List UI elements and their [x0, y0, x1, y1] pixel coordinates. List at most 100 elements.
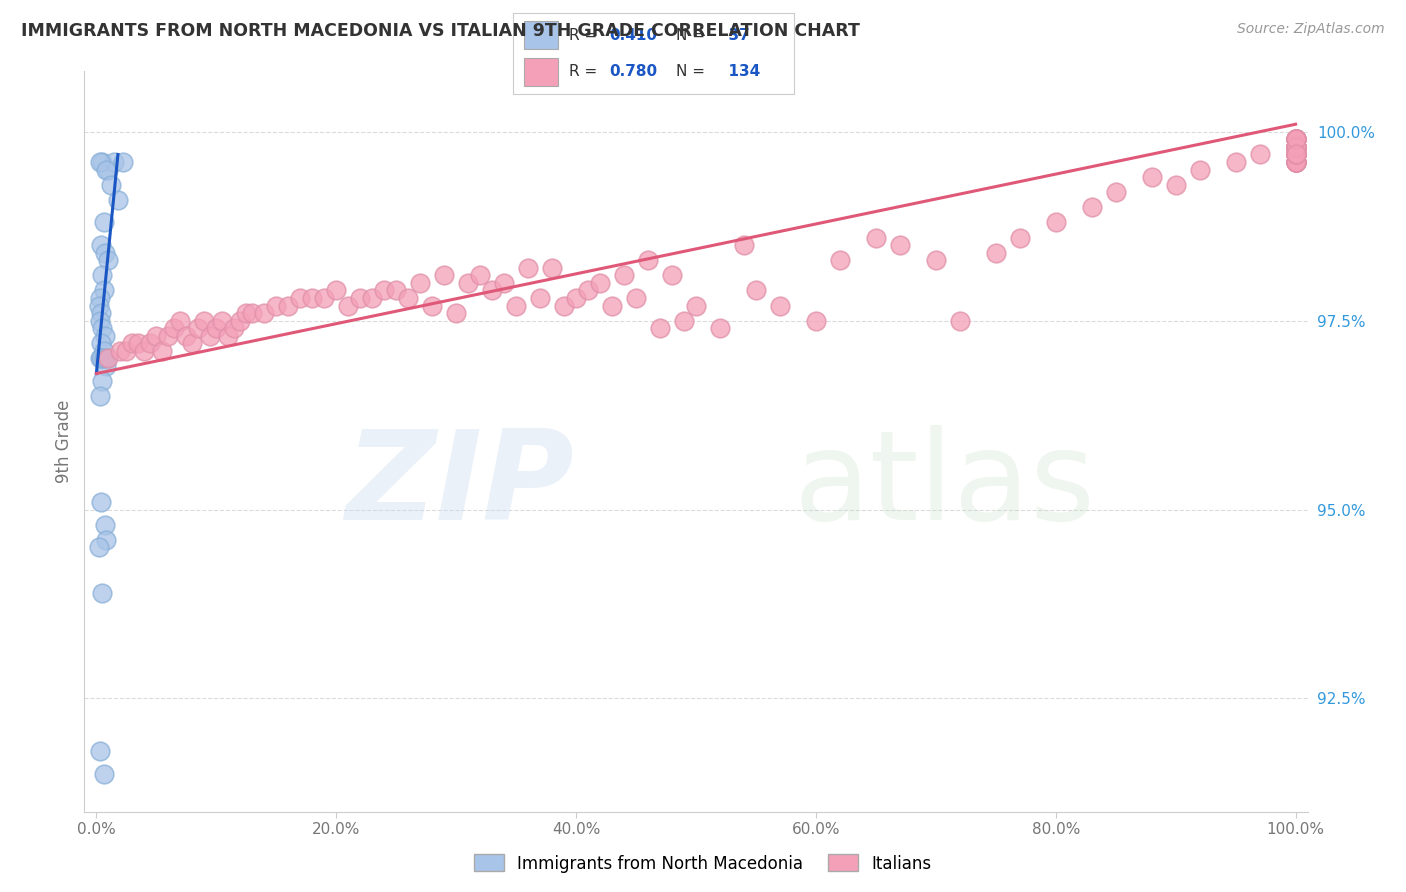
Point: [205, 321, 228, 335]
Point: [1140, 170, 1163, 185]
Point: [224, 321, 246, 335]
Point: [468, 268, 491, 283]
Point: [1284, 147, 1306, 161]
Text: 0.780: 0.780: [609, 64, 657, 79]
Point: [325, 284, 347, 298]
Point: [87, 299, 110, 313]
Point: [91, 374, 114, 388]
Point: [89, 744, 111, 758]
Point: [505, 299, 527, 313]
Point: [107, 193, 129, 207]
Point: [828, 253, 851, 268]
Point: [1284, 132, 1306, 146]
Point: [290, 291, 312, 305]
Point: [90, 495, 112, 509]
Point: [745, 284, 768, 298]
Point: [91, 321, 114, 335]
Point: [1284, 147, 1306, 161]
Point: [444, 306, 467, 320]
Point: [97, 162, 120, 177]
Point: [110, 343, 132, 358]
Text: R =: R =: [569, 28, 603, 43]
Point: [1284, 155, 1306, 169]
Point: [93, 284, 115, 298]
Point: [1284, 140, 1306, 154]
Point: [253, 306, 276, 320]
Point: [804, 313, 827, 327]
Point: [1284, 132, 1306, 146]
Point: [1284, 140, 1306, 154]
Point: [1284, 155, 1306, 169]
Point: [925, 253, 948, 268]
Point: [769, 299, 792, 313]
Point: [97, 253, 120, 268]
Point: [93, 517, 117, 532]
FancyBboxPatch shape: [524, 21, 558, 49]
Point: [157, 328, 180, 343]
Point: [121, 336, 143, 351]
Point: [174, 328, 197, 343]
Text: Source: ZipAtlas.com: Source: ZipAtlas.com: [1237, 22, 1385, 37]
Point: [589, 276, 612, 290]
Point: [240, 306, 263, 320]
Point: [93, 245, 117, 260]
Point: [1080, 200, 1102, 214]
Text: 37: 37: [718, 28, 751, 43]
Point: [517, 260, 540, 275]
Point: [1284, 155, 1306, 169]
Point: [93, 215, 115, 229]
Point: [200, 328, 222, 343]
Point: [672, 313, 695, 327]
Point: [709, 321, 731, 335]
Point: [91, 585, 114, 599]
Point: [457, 276, 479, 290]
Legend: Immigrants from North Macedonia, Italians: Immigrants from North Macedonia, Italian…: [467, 847, 939, 880]
Y-axis label: 9th Grade: 9th Grade: [55, 400, 73, 483]
Point: [1249, 147, 1271, 161]
Point: [553, 299, 575, 313]
Point: [1284, 140, 1306, 154]
Point: [984, 245, 1007, 260]
Point: [1284, 132, 1306, 146]
Point: [134, 343, 156, 358]
Point: [217, 328, 239, 343]
Point: [89, 291, 111, 305]
Point: [613, 268, 636, 283]
Point: [1284, 140, 1306, 154]
Point: [1284, 140, 1306, 154]
Point: [1008, 230, 1031, 244]
Text: N =: N =: [676, 64, 710, 79]
Point: [1284, 140, 1306, 154]
Point: [337, 299, 360, 313]
Point: [314, 291, 336, 305]
Point: [1105, 186, 1128, 200]
Point: [420, 299, 443, 313]
Point: [1284, 132, 1306, 146]
Point: [1284, 147, 1306, 161]
Point: [1284, 155, 1306, 169]
Point: [494, 276, 516, 290]
Point: [865, 230, 887, 244]
Point: [1284, 147, 1306, 161]
Text: 134: 134: [718, 64, 761, 79]
Point: [93, 343, 115, 358]
Text: R =: R =: [569, 64, 603, 79]
Point: [1284, 140, 1306, 154]
Point: [235, 306, 257, 320]
Point: [1284, 147, 1306, 161]
Point: [349, 291, 371, 305]
Point: [1284, 147, 1306, 161]
Point: [93, 328, 117, 343]
Point: [481, 284, 503, 298]
Point: [1284, 132, 1306, 146]
Text: 0.410: 0.410: [609, 28, 657, 43]
Point: [94, 533, 117, 547]
Point: [264, 299, 287, 313]
Point: [1284, 140, 1306, 154]
Point: [1225, 155, 1247, 169]
Point: [648, 321, 671, 335]
Point: [1284, 147, 1306, 161]
Point: [637, 253, 659, 268]
Point: [1284, 140, 1306, 154]
Point: [1284, 155, 1306, 169]
